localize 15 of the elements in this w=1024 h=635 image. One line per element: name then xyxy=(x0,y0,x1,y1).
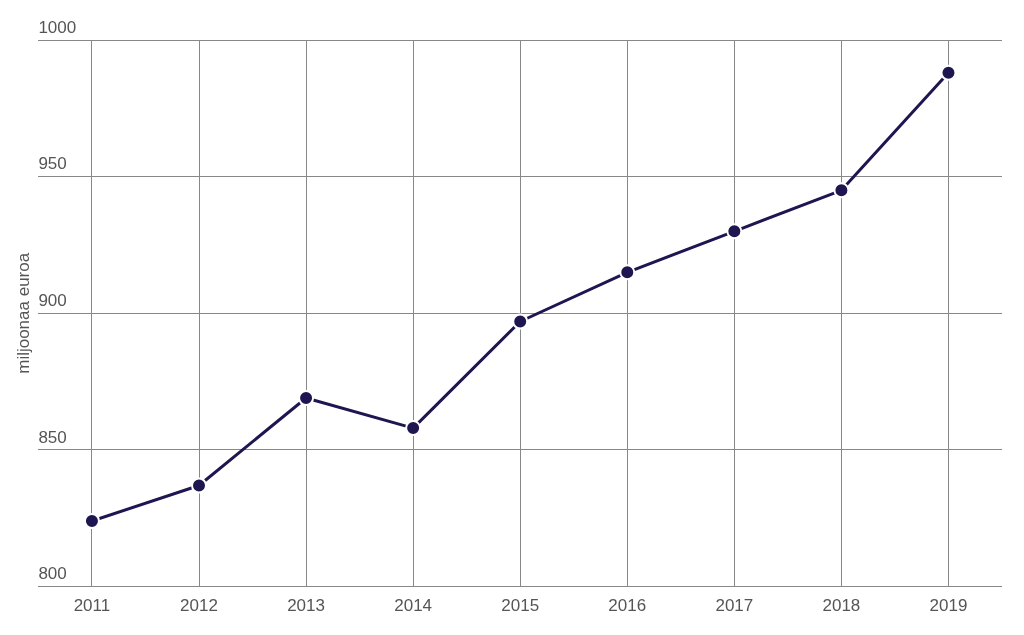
y-tick-label: 800 xyxy=(38,564,67,584)
x-tick-label: 2015 xyxy=(501,596,540,616)
x-tick-label: 2018 xyxy=(822,596,861,616)
x-tick-label: 2013 xyxy=(287,596,325,616)
x-tick-label: 2014 xyxy=(394,596,433,616)
y-tick-label: 1000 xyxy=(38,17,77,37)
y-tick-label: 900 xyxy=(38,290,67,310)
x-tick-label: 2016 xyxy=(608,596,647,616)
x-tick-label: 2011 xyxy=(73,596,111,616)
x-tick-label: 2012 xyxy=(180,596,218,616)
x-tick-label: 2017 xyxy=(715,596,754,616)
y-tick-label: 950 xyxy=(38,154,67,174)
x-tick-label: 2019 xyxy=(929,596,968,616)
y-tick-label: 850 xyxy=(38,427,67,447)
y-axis-title: miljoonaa euroa xyxy=(13,252,33,374)
